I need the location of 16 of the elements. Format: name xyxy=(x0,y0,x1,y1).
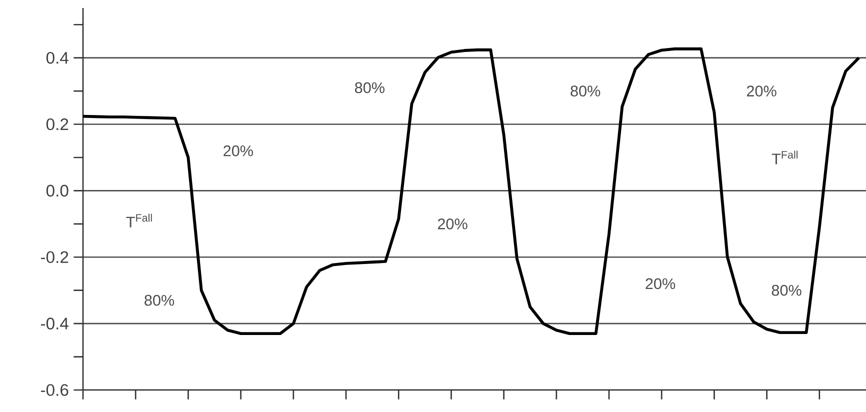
annotation: 20% xyxy=(646,278,676,290)
annotation: 80% xyxy=(144,294,174,306)
y-tick-label: -0.6 xyxy=(40,384,68,396)
annotation: 20% xyxy=(224,145,253,156)
annotation: 80% xyxy=(355,82,384,94)
annotation: 80% xyxy=(772,284,802,296)
y-tick-label: 0.2 xyxy=(46,118,68,130)
annotation: 20% xyxy=(746,86,776,96)
annotation: T$^{Fall}$ xyxy=(772,150,798,164)
annotation: T$^{Fall}$ xyxy=(126,214,152,228)
annotation: 20% xyxy=(438,218,468,230)
annotation: 80% xyxy=(570,86,600,96)
y-tick-label: -0.4 xyxy=(40,318,68,330)
y-tick-label: -0.2 xyxy=(40,251,68,264)
y-tick-label: 0.0 xyxy=(46,184,68,197)
y-tick-label: 0.4 xyxy=(46,52,68,64)
